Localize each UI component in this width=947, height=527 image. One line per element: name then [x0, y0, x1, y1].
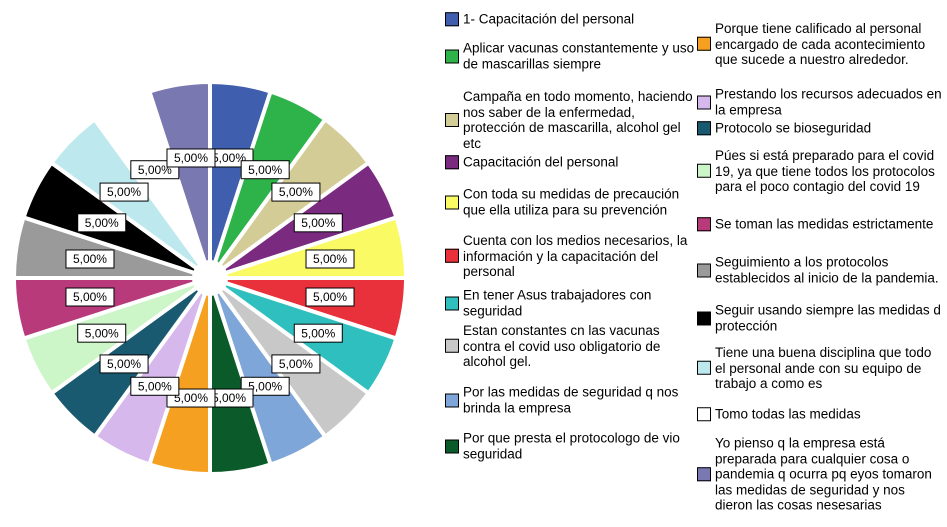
- legend-label: Cuenta con los medios necesarios, la inf…: [463, 232, 688, 279]
- data-label: 5,00%: [313, 290, 347, 304]
- legend-label: Yo pienso q la empresa está preparada pa…: [715, 435, 932, 513]
- data-label: 5,00%: [248, 379, 282, 393]
- legend-label: Con toda su medidas de precaución que el…: [463, 186, 680, 218]
- legend-swatch: [445, 339, 459, 353]
- legend-swatch: [697, 263, 711, 277]
- legend-swatch: [697, 121, 711, 135]
- legend-label: Tomo todas las medidas: [715, 406, 861, 422]
- legend-label: Seguir usando siempre las medidas d prot…: [715, 302, 941, 334]
- legend-swatch: [697, 95, 711, 109]
- legend-swatch: [697, 407, 711, 421]
- legend-swatch: [445, 113, 459, 127]
- label-box: [305, 249, 355, 269]
- legend-swatch: [445, 393, 459, 407]
- legend-label: Protocolo se bioseguridad: [715, 120, 872, 136]
- label-box: [271, 182, 321, 202]
- data-label: 5,00%: [73, 290, 107, 304]
- legend-entry: Con toda su medidas de precaución que el…: [445, 187, 695, 218]
- legend-entry: Prestando los recursos adecuados en la e…: [697, 87, 945, 118]
- label-box: [65, 287, 115, 307]
- legend-entry: Porque tiene calificado al personal enca…: [697, 21, 945, 68]
- legend-entry: Por que presta el protocologo de vio seg…: [445, 431, 695, 462]
- legend-label: Campaña en todo momento, haciendo nos sa…: [463, 89, 693, 151]
- data-label: 5,00%: [138, 379, 172, 393]
- legend-entry: Aplicar vacunas constantemente y uso de …: [445, 41, 695, 72]
- legend-entry: Cuenta con los medios necesarios, la inf…: [445, 233, 695, 280]
- legend-label: Tiene una buena disciplina que todo el p…: [715, 344, 932, 391]
- legend-label: Estan constantes cn las vacunas contra e…: [463, 322, 661, 369]
- data-label: 5,00%: [174, 391, 208, 405]
- legend-entry: En tener Asus trabajadores con seguridad: [445, 288, 695, 319]
- legend-entry: Se toman las medidas estrictamente: [697, 216, 945, 232]
- legend-label: Aplicar vacunas constantemente y uso de …: [463, 40, 695, 72]
- legend-swatch: [445, 296, 459, 310]
- legend-swatch: [445, 12, 459, 26]
- legend-label: 1- Capacitación del personal: [463, 11, 635, 27]
- data-label: 5,00%: [248, 163, 282, 177]
- legend-entry: Por las medidas de seguridad q nos brind…: [445, 385, 695, 416]
- data-label: 5,00%: [301, 216, 335, 230]
- data-label: 5,00%: [301, 326, 335, 340]
- data-label: 5,00%: [174, 151, 208, 165]
- pie-slice: [146, 79, 212, 279]
- data-label: 5,00%: [279, 185, 313, 199]
- label-box: [99, 354, 149, 374]
- legend-swatch: [445, 195, 459, 209]
- legend-entry: Púes si está preparado para el covid 19,…: [697, 148, 945, 195]
- legend-entry: Protocolo se bioseguridad: [697, 120, 945, 136]
- legend-swatch: [445, 249, 459, 263]
- legend-swatch: [697, 311, 711, 325]
- legend-label: Por que presta el protocologo de vio seg…: [463, 430, 680, 462]
- legend-entry: 1- Capacitación del personal: [445, 11, 695, 27]
- data-label: 5,00%: [279, 357, 313, 371]
- legend-label: Se toman las medidas estrictamente: [715, 216, 934, 232]
- label-box: [240, 160, 290, 180]
- legend-label: Púes si está preparado para el covid 19,…: [715, 147, 935, 194]
- legend-entry: Tomo todas las medidas: [697, 406, 945, 422]
- label-box: [293, 213, 343, 233]
- data-label: 5,00%: [107, 357, 141, 371]
- legend-label: Prestando los recursos adecuados en la e…: [715, 86, 942, 118]
- data-label: 5,00%: [212, 391, 246, 405]
- legend-label: En tener Asus trabajadores con seguridad: [463, 287, 652, 319]
- legend-swatch: [697, 37, 711, 51]
- legend-entry: Estan constantes cn las vacunas contra e…: [445, 323, 695, 370]
- legend-swatch: [697, 467, 711, 481]
- data-label: 5,00%: [85, 216, 119, 230]
- label-box: [130, 376, 180, 396]
- data-label: 5,00%: [313, 252, 347, 266]
- legend-swatch: [697, 164, 711, 178]
- data-label: 5,00%: [138, 163, 172, 177]
- label-box: [166, 148, 216, 168]
- legend-swatch: [445, 439, 459, 453]
- label-box: [77, 323, 127, 343]
- data-label: 5,00%: [85, 326, 119, 340]
- legend-label: Porque tiene calificado al personal enca…: [715, 20, 926, 67]
- pie-hole: [192, 260, 228, 296]
- legend-entry: Yo pienso q la empresa está preparada pa…: [697, 435, 945, 513]
- legend-label: Seguimiento a los protocolos establecido…: [715, 254, 939, 286]
- legend-entry: Seguimiento a los protocolos establecido…: [697, 255, 945, 286]
- data-label: 5,00%: [107, 185, 141, 199]
- legend-swatch: [445, 155, 459, 169]
- data-label: 5,00%: [212, 151, 246, 165]
- legend-label: Capacitación del personal: [463, 154, 619, 170]
- legend-swatch: [445, 49, 459, 63]
- label-box: [271, 354, 321, 374]
- label-box: [77, 213, 127, 233]
- legend-entry: Seguir usando siempre las medidas d prot…: [697, 303, 945, 334]
- legend-swatch: [697, 217, 711, 231]
- label-box: [65, 249, 115, 269]
- data-label: 5,00%: [73, 252, 107, 266]
- label-box: [305, 287, 355, 307]
- legend-entry: Capacitación del personal: [445, 154, 695, 170]
- legend-entry: Tiene una buena disciplina que todo el p…: [697, 345, 945, 392]
- label-box: [99, 182, 149, 202]
- label-box: [293, 323, 343, 343]
- legend-entry: Campaña en todo momento, haciendo nos sa…: [445, 89, 695, 151]
- legend-swatch: [697, 361, 711, 375]
- legend-label: Por las medidas de seguridad q nos brind…: [463, 384, 679, 416]
